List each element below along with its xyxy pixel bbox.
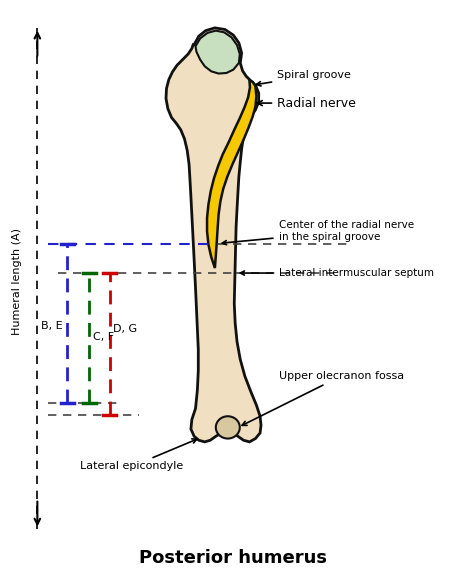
Polygon shape (166, 28, 261, 442)
Text: Center of the radial nerve
in the spiral groove: Center of the radial nerve in the spiral… (222, 220, 414, 245)
Text: Upper olecranon fossa: Upper olecranon fossa (242, 371, 404, 426)
Ellipse shape (216, 416, 240, 439)
Text: Lateral intermuscular septum: Lateral intermuscular septum (240, 268, 434, 278)
Polygon shape (207, 81, 256, 268)
Text: B, E: B, E (41, 321, 63, 331)
Text: D, G: D, G (113, 324, 137, 334)
Text: Humeral length (A): Humeral length (A) (11, 228, 22, 335)
Text: Posterior humerus: Posterior humerus (139, 549, 328, 567)
Text: Spiral groove: Spiral groove (256, 70, 351, 86)
Text: C, F: C, F (93, 332, 114, 342)
Text: Radial nerve: Radial nerve (257, 97, 356, 110)
Polygon shape (196, 31, 240, 74)
Text: Lateral epicondyle: Lateral epicondyle (80, 439, 197, 471)
